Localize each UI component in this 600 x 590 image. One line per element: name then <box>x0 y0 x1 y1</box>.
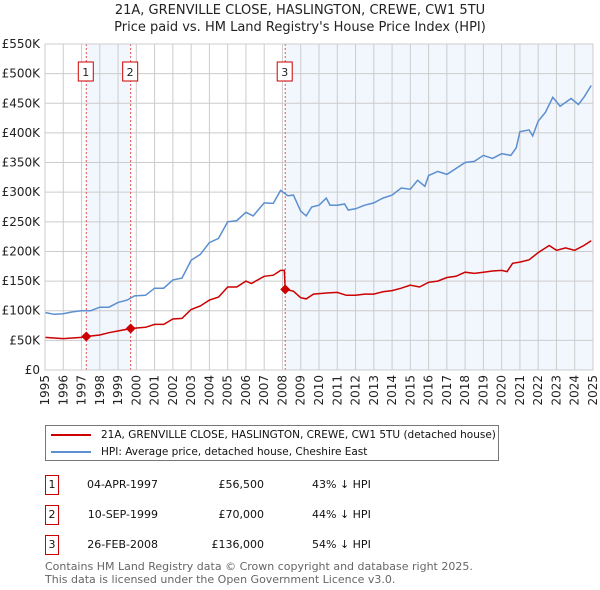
y-tick-label: £100K <box>2 304 42 318</box>
x-tick-label: 2009 <box>294 375 308 406</box>
y-tick-label: £150K <box>2 274 42 288</box>
x-tick-label: 2007 <box>257 375 271 406</box>
shaded-period <box>285 44 593 370</box>
x-tick-label: 2013 <box>367 375 381 406</box>
sale-price: £136,000 <box>211 538 265 551</box>
y-tick-label: £500K <box>2 67 42 81</box>
legend-item-property: 21A, GRENVILLE CLOSE, HASLINGTON, CREWE,… <box>46 427 496 443</box>
x-tick-label: 2012 <box>349 375 363 406</box>
sale-marker-badge: 1 <box>45 475 59 495</box>
x-tick-label: 1995 <box>38 375 52 406</box>
chart-subtitle: Price paid vs. HM Land Registry's House … <box>114 20 486 35</box>
shaded-period <box>86 44 131 370</box>
x-tick-label: 2005 <box>221 375 235 406</box>
sale-marker-label: 1 <box>82 66 89 79</box>
y-tick-label: £50K <box>9 333 41 347</box>
x-tick-label: 2015 <box>403 375 417 406</box>
sale-price: £70,000 <box>218 508 265 521</box>
sale-marker-box <box>276 61 293 82</box>
x-tick-label: 2000 <box>129 375 143 406</box>
legend-swatch-blue <box>51 451 91 453</box>
sale-hpi-diff: 44% ↓ HPI <box>312 508 371 521</box>
sale-marker-label: 3 <box>281 66 288 79</box>
y-tick-label: £350K <box>2 156 42 170</box>
x-tick-label: 2017 <box>440 375 454 406</box>
x-tick-label: 2011 <box>330 375 344 406</box>
sale-row: 1 04-APR-1997 £56,500 43% ↓ HPI <box>45 475 545 495</box>
y-tick-label: £400K <box>2 126 42 140</box>
x-tick-label: 1996 <box>56 375 70 406</box>
sale-point <box>280 284 291 295</box>
x-tick-label: 2004 <box>202 375 216 406</box>
footer: Contains HM Land Registry data © Crown c… <box>45 560 473 586</box>
legend-item-hpi: HPI: Average price, detached house, Ches… <box>46 444 367 460</box>
sale-date: 04-APR-1997 <box>86 478 158 491</box>
x-tick-label: 2020 <box>495 375 509 406</box>
sale-date: 10-SEP-1999 <box>87 508 158 521</box>
y-tick-label: £0 <box>25 363 40 377</box>
series-line <box>44 85 592 316</box>
legend-swatch-red <box>51 434 91 436</box>
footer-copyright: Contains HM Land Registry data © Crown c… <box>45 560 473 573</box>
x-tick-label: 2025 <box>586 375 600 406</box>
sale-marker-label: 2 <box>127 66 134 79</box>
sale-hpi-diff: 43% ↓ HPI <box>312 478 371 491</box>
y-tick-label: £450K <box>2 96 42 110</box>
x-tick-label: 2008 <box>276 375 290 406</box>
x-tick-label: 2019 <box>476 375 490 406</box>
price-chart: £0 £50K £100K £150K £200K £250K £300K £350K £400… <box>2 37 600 406</box>
sale-marker-box <box>77 61 94 82</box>
footer-licence: This data is licensed under the Open Gov… <box>45 573 396 586</box>
x-tick-label: 2003 <box>184 375 198 406</box>
x-tick-label: 2014 <box>385 375 399 406</box>
x-tick-label: 1998 <box>93 375 107 406</box>
x-tick-label: 2010 <box>312 375 326 406</box>
y-tick-label: £550K <box>2 37 42 51</box>
sale-hpi-diff: 54% ↓ HPI <box>312 538 371 551</box>
x-tick-label: 2002 <box>166 375 180 406</box>
sale-marker-badge: 3 <box>45 535 59 555</box>
x-tick-label: 2001 <box>148 375 162 406</box>
sale-point <box>81 331 92 342</box>
x-tick-label: 2006 <box>239 375 253 406</box>
x-tick-label: 2022 <box>531 375 545 406</box>
x-tick-label: 1999 <box>111 375 125 406</box>
x-tick-label: 2024 <box>568 375 582 406</box>
x-tick-label: 2016 <box>422 375 436 406</box>
sale-row: 2 10-SEP-1999 £70,000 44% ↓ HPI <box>45 505 545 525</box>
sale-point <box>125 323 136 334</box>
plot-border <box>44 43 594 371</box>
legend: 21A, GRENVILLE CLOSE, HASLINGTON, CREWE,… <box>45 425 499 461</box>
series-line <box>44 240 592 340</box>
sale-price: £56,500 <box>218 478 265 491</box>
legend-label: 21A, GRENVILLE CLOSE, HASLINGTON, CREWE,… <box>101 429 496 441</box>
chart-title: 21A, GRENVILLE CLOSE, HASLINGTON, CREWE,… <box>114 3 486 18</box>
y-tick-label: £250K <box>2 215 42 229</box>
sale-row: 3 26-FEB-2008 £136,000 54% ↓ HPI <box>45 535 545 555</box>
sale-marker-badge: 2 <box>45 505 59 525</box>
x-tick-label: 2023 <box>550 375 564 406</box>
y-tick-label: £300K <box>2 185 42 199</box>
legend-label: HPI: Average price, detached house, Ches… <box>101 446 368 458</box>
y-tick-label: £200K <box>2 244 42 258</box>
x-tick-label: 2018 <box>458 375 472 406</box>
x-tick-label: 1997 <box>75 375 89 406</box>
sale-date: 26-FEB-2008 <box>87 538 158 551</box>
sale-marker-box <box>122 61 139 82</box>
x-tick-label: 2021 <box>513 375 527 406</box>
